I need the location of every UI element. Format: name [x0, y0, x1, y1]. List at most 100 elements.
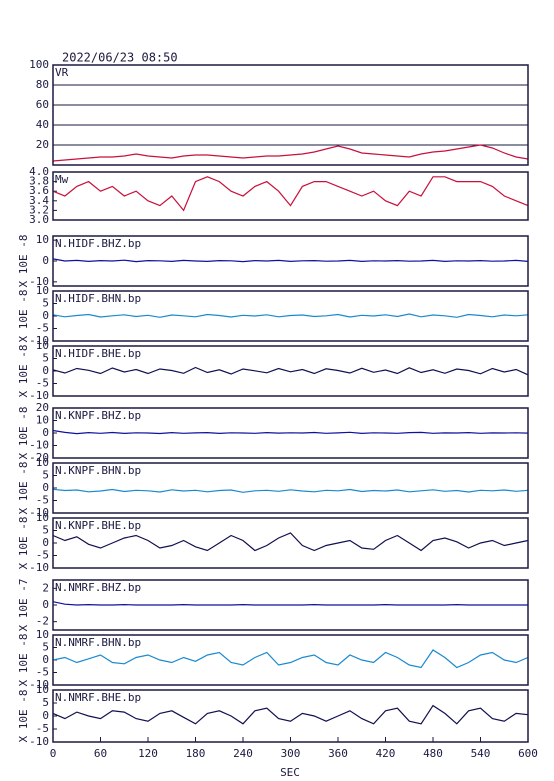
y-tick-label: -10 — [29, 439, 49, 452]
panel-frame — [52, 345, 529, 397]
panel-frame — [52, 64, 529, 166]
panel-name: N.HIDF.BHE.bp — [55, 347, 141, 360]
x-tick-label: 420 — [376, 747, 396, 760]
x-tick-label: 60 — [94, 747, 107, 760]
y-tick-label: 3.2 — [29, 203, 49, 216]
x-tick-label: 120 — [138, 747, 158, 760]
panel-name: N.KNPF.BHE.bp — [55, 519, 141, 532]
y-tick-label: 3.6 — [29, 184, 49, 197]
panel-frame — [52, 407, 529, 459]
x-tick-label: 300 — [281, 747, 301, 760]
y-axis-label: X 10E -8 — [17, 407, 30, 460]
y-tick-label: 5 — [42, 696, 49, 709]
y-tick-label: 5 — [42, 524, 49, 537]
y-tick-label: 0 — [42, 426, 49, 439]
series-line — [52, 704, 529, 725]
panel-frame — [52, 235, 529, 287]
y-axis-label: X 10E -7 — [17, 579, 30, 632]
panel-frame — [52, 634, 529, 686]
series-line — [52, 176, 529, 212]
y-tick-label: 10 — [36, 628, 49, 641]
y-tick-label: 5 — [42, 297, 49, 310]
y-tick-label: 10 — [36, 284, 49, 297]
series-line — [52, 366, 529, 376]
x-axis-label: SEC — [280, 766, 300, 779]
panel-name: Mw — [55, 173, 69, 186]
y-tick-label: -5 — [36, 494, 49, 507]
y-axis-label: X 10E -8 — [17, 345, 30, 398]
panel-frame — [52, 290, 529, 342]
y-tick-label: -10 — [29, 735, 49, 748]
y-tick-label: 4.0 — [29, 165, 49, 178]
x-tick-label: 600 — [518, 747, 538, 760]
y-tick-label: 60 — [36, 98, 49, 111]
y-tick-label: 20 — [36, 401, 49, 414]
y-tick-label: -10 — [29, 334, 49, 347]
panel-name: N.HIDF.BHZ.bp — [55, 237, 141, 250]
y-axis-label: X 10E -8 — [17, 235, 30, 288]
x-tick-label: 240 — [233, 747, 253, 760]
series-line — [52, 488, 529, 493]
y-tick-label: 3.4 — [29, 194, 49, 207]
series-line — [52, 144, 529, 162]
y-axis-label: X 10E -8 — [17, 517, 30, 570]
panel-name: N.NMRF.BHE.bp — [55, 691, 141, 704]
y-tick-label: 0 — [42, 709, 49, 722]
y-tick-label: 10 — [36, 233, 49, 246]
y-tick-label: -5 — [36, 549, 49, 562]
x-tick-label: 480 — [423, 747, 443, 760]
panel-name: VR — [55, 66, 69, 79]
series-line — [52, 313, 529, 318]
y-tick-label: -10 — [29, 678, 49, 691]
y-tick-label: 5 — [42, 469, 49, 482]
y-tick-label: 10 — [36, 456, 49, 469]
y-tick-label: -10 — [29, 561, 49, 574]
series-line — [52, 532, 529, 552]
x-tick-label: 0 — [50, 747, 57, 760]
y-tick-label: 80 — [36, 78, 49, 91]
y-tick-label: 3.8 — [29, 175, 49, 188]
panel-frame — [52, 171, 529, 221]
series-line — [52, 601, 528, 606]
y-tick-label: 0 — [42, 254, 49, 267]
y-tick-label: 40 — [36, 118, 49, 131]
y-tick-label: -10 — [29, 275, 49, 288]
y-tick-label: -5 — [36, 322, 49, 335]
panel-name: N.KNPF.BHZ.bp — [55, 409, 141, 422]
y-tick-label: 0 — [42, 536, 49, 549]
panel-name: N.NMRF.BHN.bp — [55, 636, 141, 649]
y-tick-label: -10 — [29, 506, 49, 519]
y-tick-label: 0 — [42, 598, 49, 611]
panel-name: N.HIDF.BHN.bp — [55, 292, 141, 305]
chart-title: 2022/06/23 08:50 — [62, 51, 178, 65]
y-tick-label: -2 — [36, 615, 49, 628]
y-tick-label: 10 — [36, 683, 49, 696]
y-tick-label: -5 — [36, 377, 49, 390]
y-tick-label: 3.0 — [29, 213, 49, 226]
panel-frame — [52, 462, 529, 514]
panel-name: N.NMRF.BHZ.bp — [55, 581, 141, 594]
x-tick-label: 360 — [328, 747, 348, 760]
y-tick-label: 0 — [42, 481, 49, 494]
y-tick-label: 0 — [42, 364, 49, 377]
panel-name: N.KNPF.BHN.bp — [55, 464, 141, 477]
y-axis-label: X 10E -8 — [17, 634, 30, 687]
y-tick-label: -20 — [29, 451, 49, 464]
y-tick-label: 5 — [42, 641, 49, 654]
panel-frame — [52, 579, 529, 631]
y-tick-label: 100 — [29, 58, 49, 71]
y-tick-label: 10 — [36, 414, 49, 427]
y-axis-label: X 10E -8 — [17, 462, 30, 515]
series-line — [52, 649, 529, 669]
y-tick-label: -5 — [36, 666, 49, 679]
y-axis-label: X 10E -8 — [17, 290, 30, 343]
y-tick-label: 0 — [42, 653, 49, 666]
y-tick-label: 5 — [42, 352, 49, 365]
y-tick-label: 10 — [36, 511, 49, 524]
x-tick-label: 540 — [471, 747, 491, 760]
y-tick-label: 0 — [42, 309, 49, 322]
y-tick-label: -10 — [29, 389, 49, 402]
y-axis-label: X 10E -8 — [17, 690, 30, 743]
series-line — [52, 429, 529, 435]
